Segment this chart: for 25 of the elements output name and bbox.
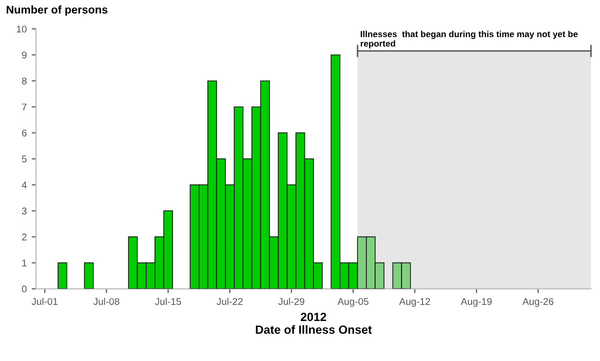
- y-tick-label: 10: [16, 26, 27, 32]
- band-label: Illnesses that began during this time may not yet be reported: [360, 30, 578, 48]
- y-tick-label: 7: [22, 104, 26, 110]
- y-tick-label: 5: [22, 156, 27, 162]
- x-tick-label: Jul-29: [278, 298, 304, 305]
- x-tick-label: Aug-12: [399, 298, 430, 307]
- bar: [58, 262, 68, 289]
- x-tick-label: Aug-26: [522, 298, 554, 307]
- x-tick-label: Aug-19: [460, 298, 492, 307]
- y-tick-label: 9: [22, 52, 27, 58]
- y-axis-title: Number of persons: [6, 5, 108, 16]
- x-tick-label: Jul-01: [32, 298, 58, 305]
- y-tick-label: 2: [22, 234, 26, 240]
- x-axis-title: 2012 Date of Illness Onset: [256, 312, 372, 334]
- y-tick-label: 8: [22, 78, 27, 84]
- y-tick-label: 0: [22, 286, 27, 292]
- bar: [84, 262, 94, 289]
- y-tick-label: 4: [22, 182, 27, 188]
- y-tick-label: 6: [22, 130, 27, 136]
- y-tick-label: 3: [22, 208, 27, 214]
- x-tick-label: Jul-15: [155, 298, 181, 305]
- x-tick-label: Aug-05: [337, 298, 368, 307]
- y-tick-label: 1: [22, 260, 26, 266]
- x-tick-label: Jul-22: [216, 298, 243, 305]
- x-tick-label: Jul-08: [93, 298, 120, 305]
